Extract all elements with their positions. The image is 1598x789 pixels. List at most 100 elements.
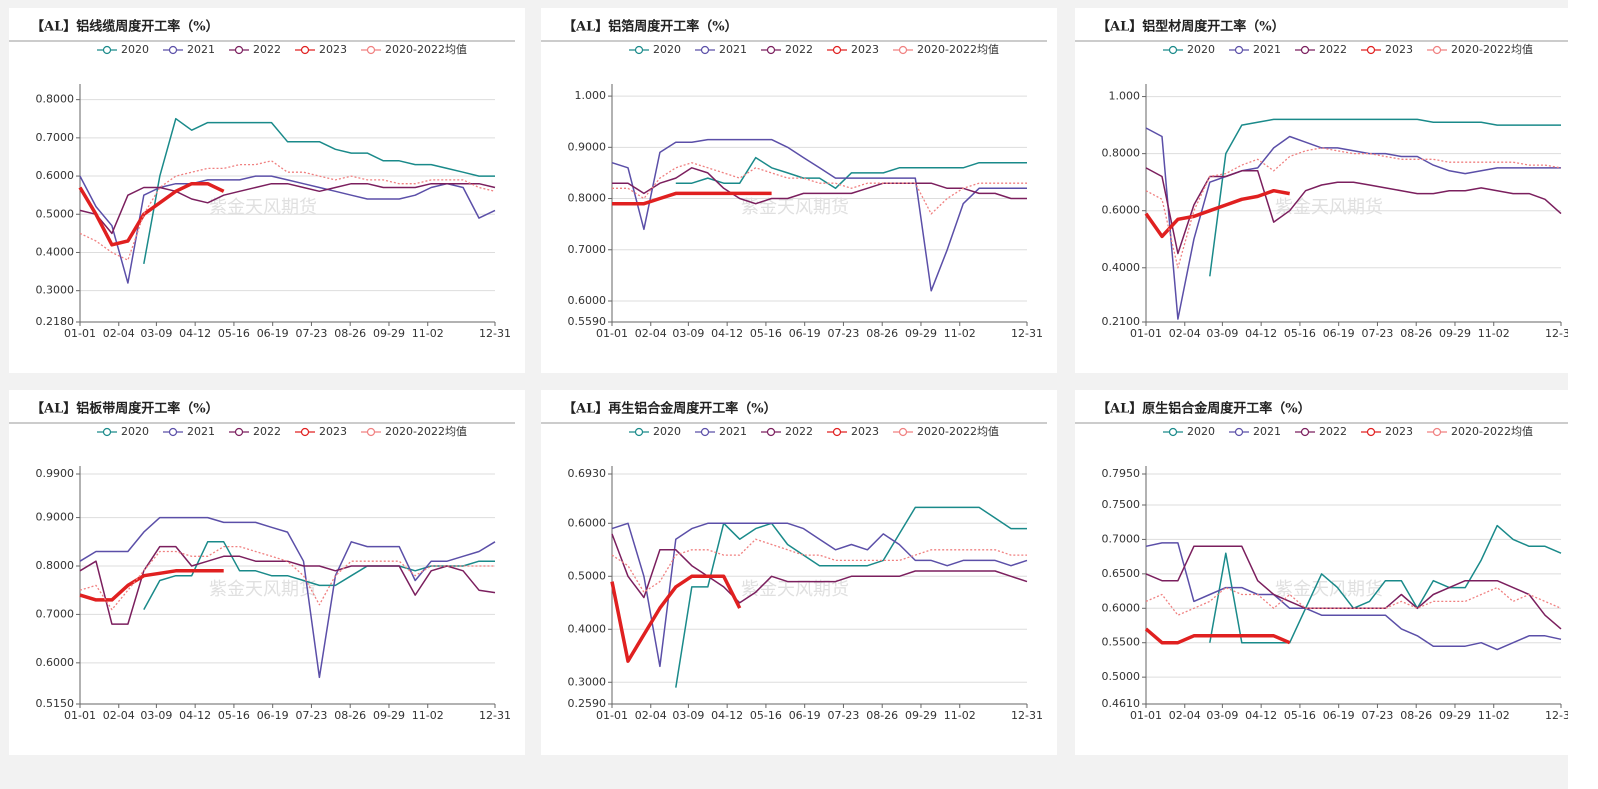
legend-label: 2020-2022均值 (1451, 43, 1533, 56)
series-line (143, 117, 495, 265)
y-tick-label: 0.5150 (36, 697, 75, 710)
y-tick-label: 0.7000 (568, 243, 607, 256)
y-tick-label: 0.4000 (1102, 261, 1141, 274)
x-tick-label: 11-02 (412, 327, 444, 340)
legend-marker (1366, 427, 1376, 437)
x-tick-label: 06-19 (1323, 709, 1355, 722)
x-tick-label: 08-26 (334, 327, 366, 340)
watermark: 紫金天风期货 (209, 579, 317, 600)
watermark: 紫金天风期货 (741, 197, 849, 218)
legend-label: 2023 (319, 425, 347, 438)
y-tick-label: 0.2590 (568, 697, 607, 710)
legend-marker (366, 45, 376, 55)
legend-marker (898, 45, 908, 55)
legend-marker (168, 45, 178, 55)
x-tick-label: 07-23 (295, 709, 327, 722)
series-line (79, 516, 496, 679)
x-tick-label: 05-16 (218, 709, 250, 722)
legend-label: 2022 (785, 425, 813, 438)
legend-marker (700, 45, 710, 55)
x-tick-label: 03-09 (140, 327, 172, 340)
series-line (611, 138, 1027, 292)
series-line (79, 545, 495, 611)
x-tick-label: 11-02 (944, 709, 976, 722)
legend-marker (300, 45, 310, 55)
x-tick-label: 04-12 (711, 327, 743, 340)
y-tick-label: 0.7000 (36, 607, 75, 620)
y-tick-label: 1.000 (1109, 90, 1141, 103)
chart-panel: 【AL】铝板带周度开工率（%） 紫金天风期货 2020 2021 2022 2023 202… (9, 390, 525, 755)
x-tick-label: 09-29 (373, 709, 405, 722)
legend-marker (234, 427, 244, 437)
y-tick-label: 0.5000 (36, 207, 75, 220)
x-tick-label: 04-12 (1245, 327, 1277, 340)
series-line (610, 574, 742, 663)
x-tick-label: 03-09 (672, 709, 704, 722)
series-line (675, 156, 1027, 190)
legend-label: 2023 (319, 43, 347, 56)
y-tick-label: 0.4610 (1102, 697, 1141, 710)
y-tick-label: 0.6500 (1102, 567, 1141, 580)
series-line (79, 160, 496, 261)
legend-marker (1234, 45, 1244, 55)
legend-marker (1168, 427, 1178, 437)
series-line (79, 175, 496, 284)
series-line (78, 181, 225, 247)
legend-label: 2021 (719, 43, 747, 56)
x-tick-label: 02-04 (1169, 709, 1201, 722)
series-line (1145, 127, 1561, 320)
x-tick-label: 08-26 (866, 327, 898, 340)
y-tick-label: 0.6000 (1102, 601, 1141, 614)
y-tick-label: 0.9900 (36, 467, 75, 480)
x-tick-label: 12-31 (1545, 327, 1568, 340)
series-line (612, 167, 1027, 205)
x-tick-label: 06-19 (257, 327, 289, 340)
y-tick-label: 0.5000 (568, 569, 607, 582)
legend-label: 2022 (253, 43, 281, 56)
legend-label: 2020 (121, 43, 149, 56)
x-tick-label: 07-23 (827, 327, 859, 340)
legend-marker (168, 427, 178, 437)
chart-title: 【AL】再生铝合金周度开工率（%） (563, 401, 777, 417)
x-tick-label: 12-31 (1545, 709, 1568, 722)
chart-title: 【AL】铝板带周度开工率（%） (31, 401, 219, 417)
series-line (79, 182, 496, 235)
chart-panel: 【AL】再生铝合金周度开工率（%） 紫金天风期货 2020 2021 2022 2023 2… (541, 390, 1057, 755)
legend-marker (1234, 427, 1244, 437)
x-tick-label: 11-02 (1478, 709, 1510, 722)
x-tick-label: 04-12 (179, 709, 211, 722)
y-tick-label: 0.4000 (568, 622, 607, 635)
legend-marker (1366, 45, 1376, 55)
legend-label: 2020 (1187, 43, 1215, 56)
series-line (79, 569, 224, 602)
x-tick-label: 11-02 (944, 327, 976, 340)
legend-label: 2022 (253, 425, 281, 438)
series-line (611, 533, 1028, 604)
legend-marker (1168, 45, 1178, 55)
y-tick-label: 0.4000 (36, 245, 75, 258)
legend-marker (766, 427, 776, 437)
x-tick-label: 08-26 (1400, 709, 1432, 722)
legend-label: 2022 (785, 43, 813, 56)
chart-panel: 【AL】原生铝合金周度开工率（%） 紫金天风期货 2020 2021 2022 2023 2… (1075, 390, 1568, 755)
series-line (612, 162, 1027, 215)
chart-panel: 【AL】铝箔周度开工率（%） 紫金天风期货 2020 2021 2022 2023 2020… (541, 8, 1057, 373)
series-line (1145, 586, 1562, 616)
y-tick-label: 0.6930 (568, 467, 607, 480)
watermark: 紫金天风期货 (209, 197, 317, 218)
y-tick-label: 0.6000 (1102, 204, 1141, 217)
x-tick-label: 11-02 (412, 709, 444, 722)
y-tick-label: 0.6000 (568, 294, 607, 307)
y-tick-label: 0.3000 (36, 284, 75, 297)
legend-label: 2023 (851, 425, 879, 438)
x-tick-label: 06-19 (1323, 327, 1355, 340)
x-tick-label: 04-12 (711, 709, 743, 722)
x-tick-label: 12-31 (1011, 327, 1043, 340)
legend-label: 2021 (1253, 43, 1281, 56)
x-tick-label: 07-23 (1361, 709, 1393, 722)
x-tick-label: 05-16 (1284, 709, 1316, 722)
x-tick-label: 05-16 (750, 709, 782, 722)
legend-label: 2023 (851, 43, 879, 56)
x-tick-label: 07-23 (1361, 327, 1393, 340)
legend-label: 2021 (187, 43, 215, 56)
